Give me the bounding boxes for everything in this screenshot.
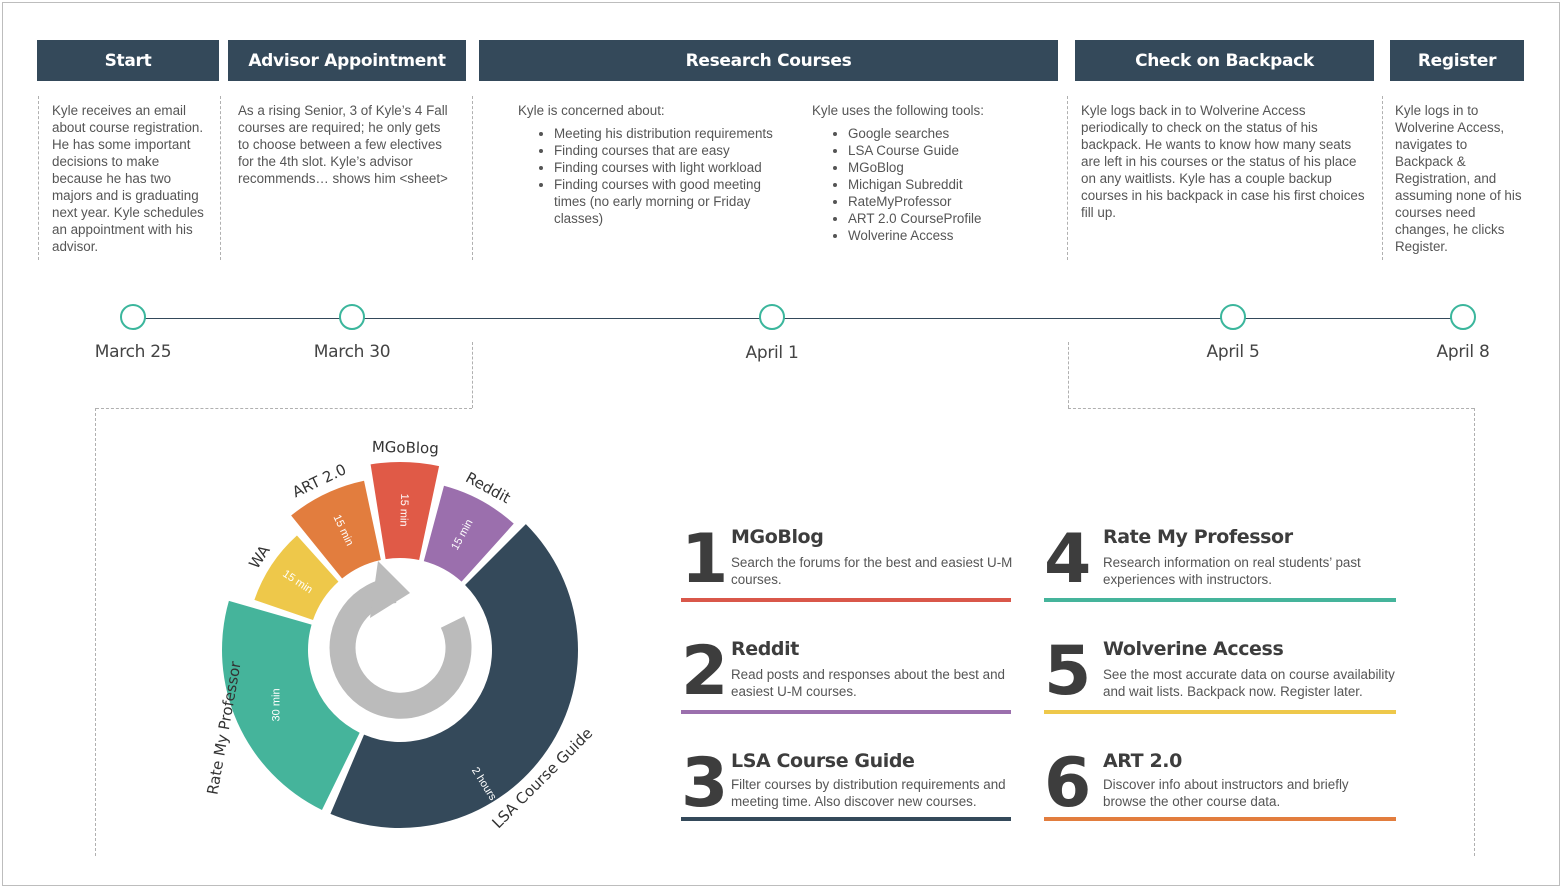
donut-segment-reddit [423, 485, 514, 582]
tool-number: 3 [681, 744, 729, 823]
tool-item: Wolverine Access [848, 227, 1052, 244]
tool-color-bar [681, 710, 1011, 714]
phase-desc-register: Kyle logs in to Wolverine Access, naviga… [1395, 103, 1522, 254]
zoom-frame-line [96, 408, 472, 409]
donut-segment-wa [254, 535, 339, 621]
donut-segment-lsa-course-guide [330, 524, 578, 828]
research-tools: Kyle uses the following tools: Google se… [812, 102, 1052, 244]
timeline-line [133, 318, 1463, 319]
tool-card-reddit: 2 Reddit Read posts and responses about … [681, 632, 1011, 716]
tool-title: LSA Course Guide [731, 750, 915, 772]
timeline-node [339, 304, 365, 330]
concern-item: Finding courses with good meeting times … [554, 176, 778, 227]
donut-segment-rate-my-professor [222, 600, 360, 810]
donut-time-label: 15 min [397, 493, 410, 526]
refresh-icon [329, 561, 472, 719]
concern-item: Meeting his distribution requirements [554, 125, 778, 142]
timeline-date: April 1 [745, 343, 799, 363]
tool-number: 4 [1044, 520, 1092, 599]
divider [1067, 96, 1068, 260]
tool-card-art: 6 ART 2.0 Discover info about instructor… [1044, 744, 1396, 828]
tool-description: Read posts and responses about the best … [731, 667, 1005, 699]
tool-color-bar [1044, 817, 1396, 821]
tool-card-rmp: 4 Rate My Professor Research information… [1044, 520, 1396, 604]
tool-number: 1 [681, 520, 729, 599]
concerns-intro: Kyle is concerned about: [518, 103, 665, 118]
donut-segment-label: WA [245, 541, 274, 572]
concern-item: Finding courses that are easy [554, 142, 778, 159]
phase-header-register: Register [1390, 40, 1524, 81]
tool-color-bar [681, 598, 1011, 602]
divider [1382, 96, 1383, 260]
zoom-frame-line [472, 342, 473, 408]
zoom-frame-line [1474, 408, 1475, 856]
concern-item: Finding courses with light workload [554, 159, 778, 176]
tool-card-wa: 5 Wolverine Access See the most accurate… [1044, 632, 1396, 716]
tool-title: ART 2.0 [1103, 750, 1182, 772]
timeline-node [759, 304, 785, 330]
timeline-node [120, 304, 146, 330]
donut-segment-art-2-0 [291, 480, 381, 579]
tool-item: Michigan Subreddit [848, 176, 1052, 193]
phase-desc-advisor: As a rising Senior, 3 of Kyle’s 4 Fall c… [238, 103, 448, 186]
tool-color-bar [1044, 710, 1396, 714]
zoom-frame-line [95, 408, 96, 856]
tool-description: Discover info about instructors and brie… [1103, 777, 1349, 809]
phase-desc-start: Kyle receives an email about course regi… [52, 103, 204, 254]
zoom-frame-line [1068, 408, 1474, 409]
tool-item: ART 2.0 CourseProfile [848, 210, 1052, 227]
zoom-frame-line [1068, 342, 1069, 408]
donut-time-label: 30 min [271, 688, 283, 721]
donut-segment-label: MGoBlog [372, 440, 439, 457]
tool-item: Google searches [848, 125, 1052, 142]
tool-description: Filter courses by distribution requireme… [731, 777, 1006, 809]
tool-title: Wolverine Access [1103, 638, 1284, 660]
timeline-node [1450, 304, 1476, 330]
divider [220, 96, 221, 260]
timeline-date: March 25 [94, 342, 172, 362]
tool-number: 6 [1044, 744, 1092, 823]
timeline-date: April 5 [1206, 342, 1260, 362]
tool-number: 5 [1044, 632, 1092, 711]
tool-card-lsa: 3 LSA Course Guide Filter courses by dis… [681, 744, 1011, 828]
tool-card-mgoblog: 1 MGoBlog Search the forums for the best… [681, 520, 1012, 604]
tool-title: MGoBlog [731, 526, 824, 548]
phase-header-start: Start [37, 40, 219, 81]
divider [38, 96, 39, 260]
tool-description: Search the forums for the best and easie… [731, 555, 1013, 587]
tools-list: Google searches LSA Course Guide MGoBlog… [812, 125, 1052, 244]
donut-segment-label: Rate My Professor [204, 659, 245, 796]
divider [472, 96, 473, 260]
phase-header-backpack: Check on Backpack [1075, 40, 1374, 81]
concerns-list: Meeting his distribution requirements Fi… [518, 125, 778, 227]
tool-color-bar [1044, 598, 1396, 602]
tool-description: Research information on real students’ p… [1103, 555, 1361, 587]
tool-item: MGoBlog [848, 159, 1052, 176]
timeline-node [1220, 304, 1246, 330]
tool-title: Reddit [731, 638, 799, 660]
timeline-date: April 8 [1436, 342, 1490, 362]
tool-description: See the most accurate data on course ava… [1103, 667, 1395, 699]
research-concerns: Kyle is concerned about: Meeting his dis… [518, 102, 778, 227]
timeline-date: March 30 [313, 342, 391, 362]
tool-number: 2 [681, 632, 729, 711]
tool-item: LSA Course Guide [848, 142, 1052, 159]
tool-title: Rate My Professor [1103, 526, 1293, 548]
tools-intro: Kyle uses the following tools: [812, 103, 984, 118]
tool-item: RateMyProfessor [848, 193, 1052, 210]
phase-desc-backpack: Kyle logs back in to Wolverine Access pe… [1081, 103, 1365, 220]
donut-segment-mgoblog [370, 462, 440, 561]
tool-color-bar [681, 817, 1011, 821]
phase-header-research: Research Courses [479, 40, 1058, 81]
phase-header-advisor: Advisor Appointment [228, 40, 466, 81]
